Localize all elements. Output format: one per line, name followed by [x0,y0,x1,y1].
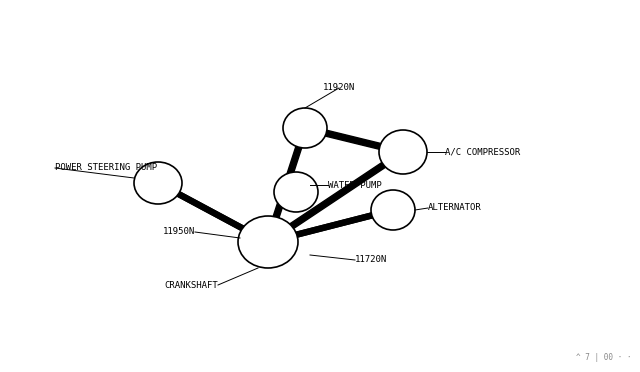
Ellipse shape [371,190,415,230]
Text: 11720N: 11720N [355,256,387,264]
Text: WATER PUMP: WATER PUMP [328,180,381,189]
Polygon shape [157,181,269,244]
Ellipse shape [238,216,298,268]
Ellipse shape [379,130,427,174]
Text: A/C COMPRESSOR: A/C COMPRESSOR [445,148,520,157]
Polygon shape [157,181,269,244]
Text: CRANKSHAFT: CRANKSHAFT [164,280,218,289]
Polygon shape [266,150,404,244]
Ellipse shape [283,108,327,148]
Text: ^ 7 | 00 · ·: ^ 7 | 00 · · [577,353,632,362]
Polygon shape [265,127,308,243]
Polygon shape [268,208,394,244]
Text: 11950N: 11950N [163,228,195,237]
Polygon shape [268,208,394,244]
Text: ALTERNATOR: ALTERNATOR [428,203,482,212]
Text: POWER STEERING PUMP: POWER STEERING PUMP [55,164,157,173]
Text: 11920N: 11920N [323,83,355,93]
Polygon shape [304,125,404,155]
Ellipse shape [274,172,318,212]
Ellipse shape [134,162,182,204]
